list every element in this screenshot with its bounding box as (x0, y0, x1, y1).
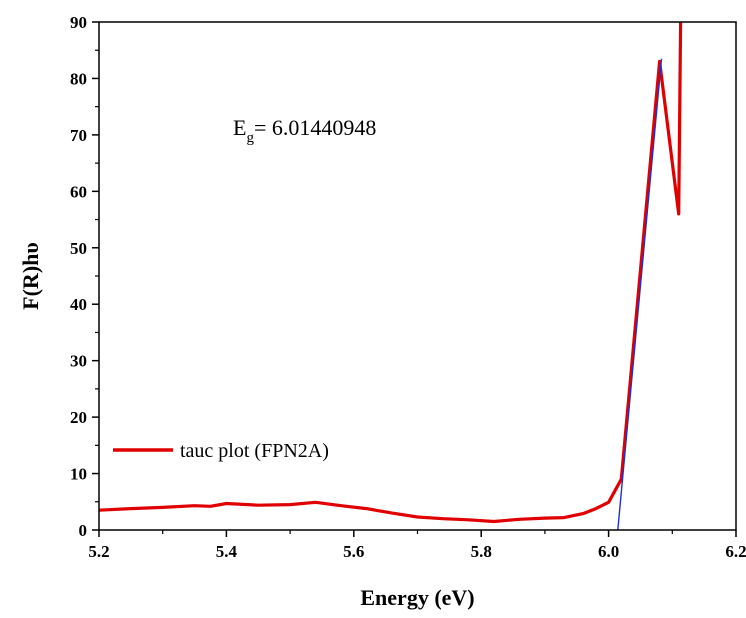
band-gap-value: = 6.01440948 (254, 115, 376, 140)
band-gap-prefix: E (233, 115, 246, 140)
y-tick-label: 40 (70, 295, 87, 314)
x-tick-label: 5.8 (471, 542, 492, 561)
band-gap-subscript: g (246, 130, 254, 146)
x-tick-label: 5.6 (343, 542, 364, 561)
y-tick-label: 20 (70, 408, 87, 427)
y-tick-label: 80 (70, 69, 87, 88)
y-tick-label: 90 (70, 13, 87, 32)
y-tick-label: 50 (70, 239, 87, 258)
y-tick-label: 10 (70, 465, 87, 484)
tauc-plot-line (99, 22, 683, 524)
x-tick-label: 6.0 (598, 542, 619, 561)
band-gap-fit-line (617, 58, 663, 530)
axes-layer: 5.2 5.4 5.6 5.8 6.0 6.2 0 10 20 30 40 50 60 70 80 90 (70, 13, 746, 561)
x-tick-label: 5.4 (216, 542, 238, 561)
y-axis-label: F(R)hυ (18, 242, 43, 310)
y-tick-label: 0 (79, 521, 88, 540)
x-tick-label: 6.2 (725, 542, 746, 561)
text-layer: Energy (eV) F(R)hυ Eg= 6.01440948 tauc p… (18, 115, 475, 610)
x-axis-label: Energy (eV) (360, 585, 474, 610)
y-tick-label: 70 (70, 126, 87, 145)
band-gap-annotation: Eg= 6.01440948 (233, 115, 376, 146)
legend-label: tauc plot (FPN2A) (180, 440, 329, 462)
y-tick-label: 60 (70, 182, 87, 201)
y-tick-label: 30 (70, 352, 87, 371)
x-tick-label: 5.2 (88, 542, 109, 561)
series-layer (99, 22, 683, 530)
